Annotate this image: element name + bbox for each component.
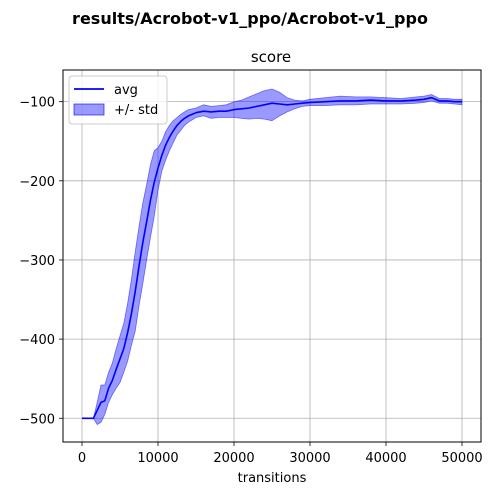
- legend-box: [68, 75, 168, 125]
- legend: avg +/- std: [68, 75, 168, 125]
- legend-std-label: +/- std: [114, 103, 158, 118]
- figure-suptitle: results/Acrobot-v1_ppo/Acrobot-v1_ppo: [72, 9, 428, 28]
- plot-frame: [62, 69, 482, 443]
- x-tick-label: 30000: [289, 451, 330, 466]
- y-tick-label: −500: [19, 412, 55, 427]
- x-tick-label: 50000: [441, 451, 482, 466]
- x-tick-label: 10000: [137, 451, 178, 466]
- legend-avg-label: avg: [114, 83, 138, 98]
- x-axis-label: transitions: [238, 471, 307, 486]
- y-tick-label: −200: [19, 175, 55, 190]
- x-tick-label: 20000: [213, 451, 254, 466]
- y-tick-label: −100: [19, 96, 55, 111]
- avg-line: [82, 96, 462, 420]
- y-axis-ticks: −500 −400 −300 −200 −100: [19, 96, 63, 427]
- x-axis-ticks: 0 10000 20000 30000 40000 50000: [78, 442, 483, 466]
- avg-line-layer: [82, 96, 462, 420]
- chart-title: score: [251, 48, 291, 66]
- y-tick-label: −400: [19, 333, 55, 348]
- x-tick-label: 0: [78, 451, 86, 466]
- legend-std-swatch: [73, 103, 105, 116]
- x-tick-label: 40000: [365, 451, 406, 466]
- y-tick-label: −300: [19, 254, 55, 269]
